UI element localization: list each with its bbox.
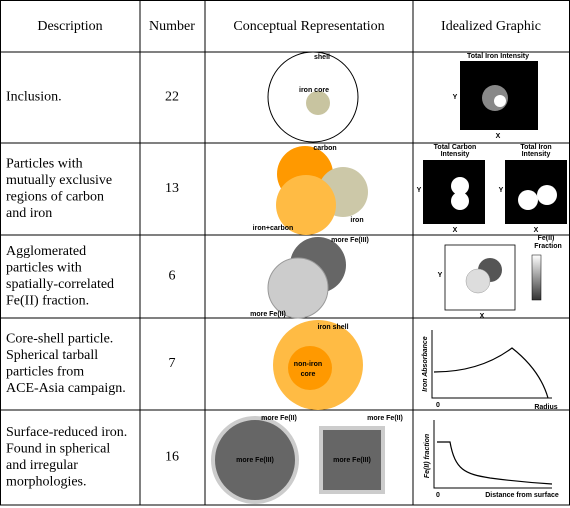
description: morphologies. <box>6 474 87 489</box>
graphic-label: 0 <box>436 402 440 409</box>
concept-label: iron shell <box>317 324 348 331</box>
header-cell: Description <box>37 19 102 34</box>
graphic-label: Radius <box>534 404 557 411</box>
description: Particles with <box>6 156 83 171</box>
concept-label: more Fe(II) <box>367 415 403 422</box>
blob <box>465 268 491 294</box>
core-circle <box>288 346 332 390</box>
number: 13 <box>165 181 179 196</box>
number: 7 <box>169 356 176 371</box>
description: Surface-reduced iron. <box>6 425 127 440</box>
blob <box>537 185 557 205</box>
concept-label: shell <box>314 54 330 61</box>
graphic-label: X <box>480 313 485 320</box>
graphic-label: Fe(II) <box>538 235 555 242</box>
concept-label: non-iron <box>294 361 322 368</box>
graphic-label: Y <box>438 272 443 279</box>
fe2-circle <box>267 257 329 319</box>
graphic-label: Total Iron Intensity <box>467 53 529 60</box>
core-blob <box>494 95 506 107</box>
sphere-particle <box>211 416 299 504</box>
graphic-label: Y <box>499 187 504 194</box>
description: ACE-Asia campaign. <box>6 381 126 396</box>
description: Agglomerated <box>6 244 86 259</box>
description: spatially-correlated <box>6 277 114 292</box>
irregular-particle <box>319 426 385 494</box>
concept-label: iron core <box>299 87 329 94</box>
graphic-label: Total Iron <box>520 144 551 151</box>
graphic-label: Y <box>417 187 422 194</box>
header-cell: Number <box>149 19 195 34</box>
blob <box>518 190 538 210</box>
axes <box>431 330 552 399</box>
profile-curve <box>437 441 553 485</box>
number: 22 <box>165 90 179 105</box>
description: Found in spherical <box>6 441 110 456</box>
concept-label: more Fe(II) <box>250 311 286 318</box>
description: particles from <box>6 364 84 379</box>
graphic-label: Intensity <box>522 151 551 158</box>
graphic-label: Iron Absorbance <box>422 336 429 391</box>
graphic-label: Distance from surface <box>485 492 559 499</box>
description: particles with <box>6 260 82 275</box>
concept-label: more Fe(III) <box>331 237 369 244</box>
profile-curve <box>433 347 549 399</box>
concept-label: iron <box>350 217 363 224</box>
blob <box>451 177 469 195</box>
concept-label: iron+carbon <box>253 225 294 232</box>
colorbar <box>531 254 542 301</box>
header-cell: Conceptual Representation <box>233 19 384 34</box>
description: and iron <box>6 206 52 221</box>
concept-label: carbon <box>313 145 336 152</box>
graphic-label: X <box>496 133 501 140</box>
iron-map <box>505 160 567 224</box>
graphic-label: X <box>453 227 458 234</box>
description: and irregular <box>6 458 78 473</box>
iron-carbon-circle <box>276 175 336 235</box>
description: mutually exclusive <box>6 173 112 188</box>
header-cell: Idealized Graphic <box>441 19 541 34</box>
graphic-label: X <box>534 227 539 234</box>
concept-label: core <box>301 371 316 378</box>
description: Inclusion. <box>6 90 62 105</box>
graphic-label: Intensity <box>441 151 470 158</box>
blob <box>451 192 469 210</box>
graphic-label: Y <box>453 94 458 101</box>
axes <box>433 420 552 489</box>
concept-label: more Fe(II) <box>261 415 297 422</box>
graphic-label: Total Carbon <box>434 144 477 151</box>
description: Core-shell particle. <box>6 331 113 346</box>
graphic-label: Fraction <box>534 243 562 250</box>
concept-label: more Fe(III) <box>333 457 371 464</box>
graphic-label: Fe(II) fraction <box>424 434 431 478</box>
core-circle <box>306 91 330 115</box>
concept-label: more Fe(III) <box>236 457 274 464</box>
description: regions of carbon <box>6 189 104 204</box>
description: Spherical tarball <box>6 348 98 363</box>
graphic-label: 0 <box>436 492 440 499</box>
description: Fe(II) fraction. <box>6 293 89 308</box>
number: 16 <box>165 450 179 465</box>
number: 6 <box>169 269 176 284</box>
